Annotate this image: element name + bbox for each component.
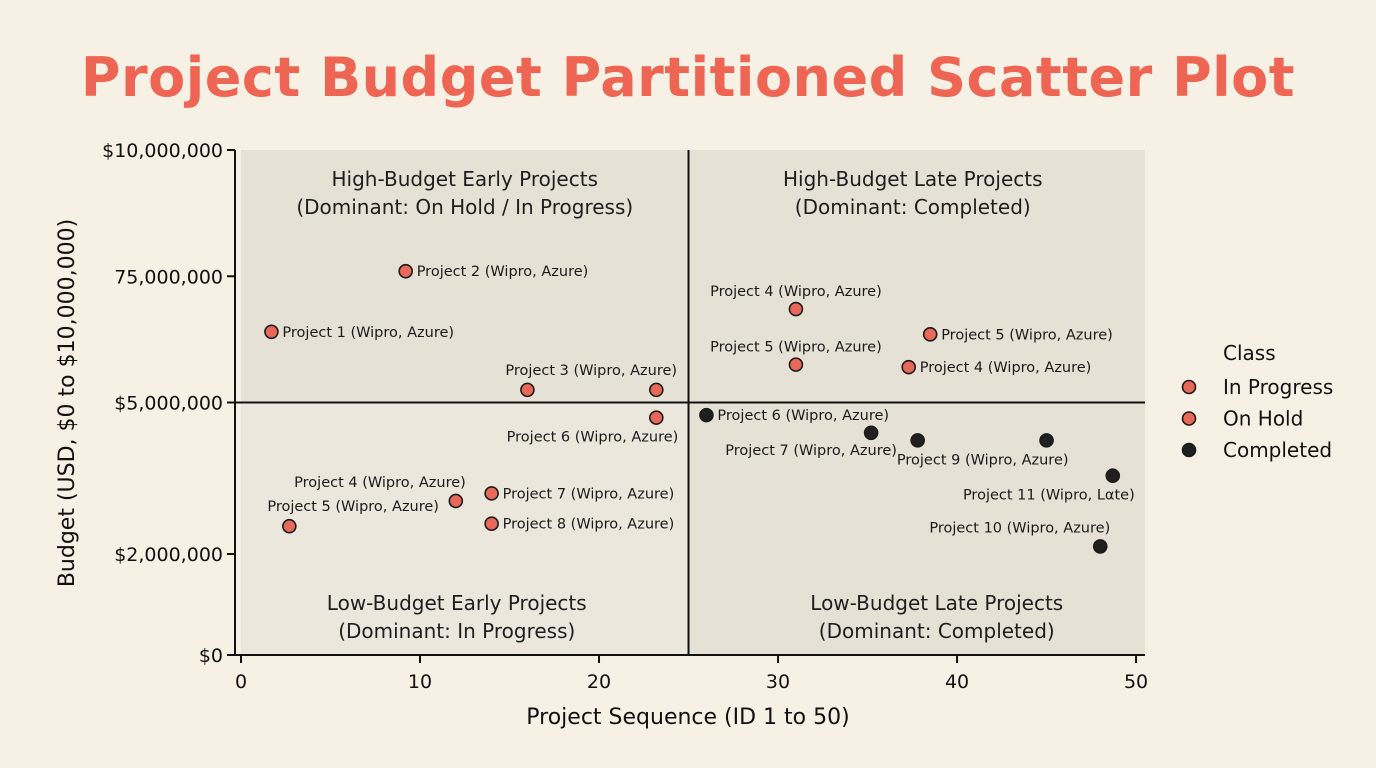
x-tick-label: 30 (766, 671, 790, 693)
data-point-label: Project 11 (Wipro, Lαte) (963, 488, 1135, 504)
y-tick-label: $2,000,000 (114, 544, 223, 566)
quadrant-bg-bottom-left (241, 402, 689, 655)
data-point (649, 382, 664, 398)
legend-entry-label: On Hold (1223, 407, 1303, 431)
data-point (699, 407, 714, 423)
x-tick-label: 40 (945, 671, 969, 693)
quadrant-sublabel-top-right: (Dominant: Completed) (795, 195, 1031, 219)
data-point (448, 493, 464, 509)
data-point (863, 425, 879, 441)
data-point (264, 324, 279, 340)
chart-title: Project Budget Partitioned Scatter Plot (80, 46, 1296, 109)
data-point (1092, 539, 1108, 554)
y-tick-label: $0 (199, 645, 223, 667)
data-point (649, 410, 664, 425)
data-point (1105, 468, 1121, 484)
data-point-label: Project 7 (Wipro, Azure) (725, 443, 897, 459)
data-point-label: Project 8 (Wipro, Azure) (503, 517, 675, 533)
data-point-label: Project 1 (Wipro, Azure) (282, 325, 454, 341)
x-tick-label: 0 (235, 671, 247, 693)
data-point (901, 359, 917, 375)
quadrant-label-bottom-right: Low-Budget Late Projects (810, 591, 1063, 615)
data-point-label: Project 4 (Wipro, Azure) (294, 475, 466, 491)
quadrant-backgrounds (241, 150, 1145, 655)
data-point (788, 357, 804, 372)
quadrant-sublabel-bottom-left: (Dominant: In Progress) (338, 619, 575, 643)
data-point (282, 518, 297, 534)
quadrant-bg-top-right (688, 150, 1145, 403)
legend-entry-label: Completed (1223, 438, 1332, 462)
x-tick-label: 20 (587, 671, 611, 693)
y-tick-label: $5,000,000 (114, 393, 223, 415)
data-point (484, 516, 499, 532)
x-tick-label: 50 (1124, 671, 1148, 693)
quadrant-sublabel-bottom-right: (Dominant: Completed) (819, 619, 1055, 643)
tick-labels: 0 10 20 30 40 50 $0 $2,000,000 $5,000,000 75,000,… (102, 140, 1148, 693)
data-point (922, 327, 938, 342)
x-tick-label: 10 (408, 671, 432, 693)
data-point-label: Project 9 (Wipro, Azure) (897, 452, 1069, 468)
data-point (788, 301, 804, 317)
legend-marker (1181, 411, 1197, 426)
y-tick-label: 75,000,000 (114, 266, 223, 288)
data-point (520, 382, 535, 398)
data-point-label: Project 10 (Wipro, Azure) (929, 520, 1110, 536)
legend-marker (1181, 379, 1197, 395)
legend-title: Class (1223, 341, 1276, 365)
data-point (484, 486, 499, 501)
data-point-label: Project 4 (Wipro, Azure) (920, 360, 1092, 376)
data-point-label: Project 3 (Wipro, Azure) (505, 363, 677, 379)
data-points: Project 1 (Wipro, Azure) Project 2 (Wipro… (264, 263, 1135, 554)
data-point-label: Project 7 (Wipro, Azure) (503, 486, 675, 502)
legend-marker (1181, 442, 1197, 458)
data-point-label: Project 5 (Wipro, Azure) (941, 327, 1113, 343)
y-tick-label: $10,000,000 (102, 140, 223, 162)
quadrant-label-bottom-left: Low-Budget Early Projects (327, 591, 587, 615)
y-axis-title: Budget (USD, $0 to $10,000,000) (55, 219, 80, 587)
data-point (910, 433, 925, 448)
quadrant-label-top-right: High-Budget Late Projects (783, 167, 1043, 191)
data-point-label: Project 2 (Wipro, Azure) (417, 264, 589, 280)
quadrant-sublabel-top-left: (Dominant: On Hold / In Progress) (296, 195, 633, 219)
x-axis-title: Project Sequence (ID 1 to 50) (526, 705, 849, 730)
data-point (1039, 433, 1054, 448)
legend-entry-label: In Progress (1223, 375, 1333, 399)
data-point-label: Project 4 (Wipro, Azure) (710, 284, 882, 300)
data-point-label: Project 6 (Wipro, Azure) (717, 408, 889, 424)
quadrant-bg-top-left (241, 150, 689, 403)
data-point-label: Project 6 (Wipro, Azure) (507, 430, 679, 446)
data-point-label: Project 5 (Wipro, Azure) (267, 499, 439, 515)
legend: Class In Progress On Hold Completed (1181, 341, 1333, 462)
quadrant-label-top-left: High-Budget Early Projects (332, 167, 598, 191)
data-point (398, 263, 413, 279)
data-point-label: Project 5 (Wipro, Azure) (710, 340, 882, 356)
quadrant-labels: High-Budget Early Projects (Dominant: On … (296, 167, 1063, 643)
